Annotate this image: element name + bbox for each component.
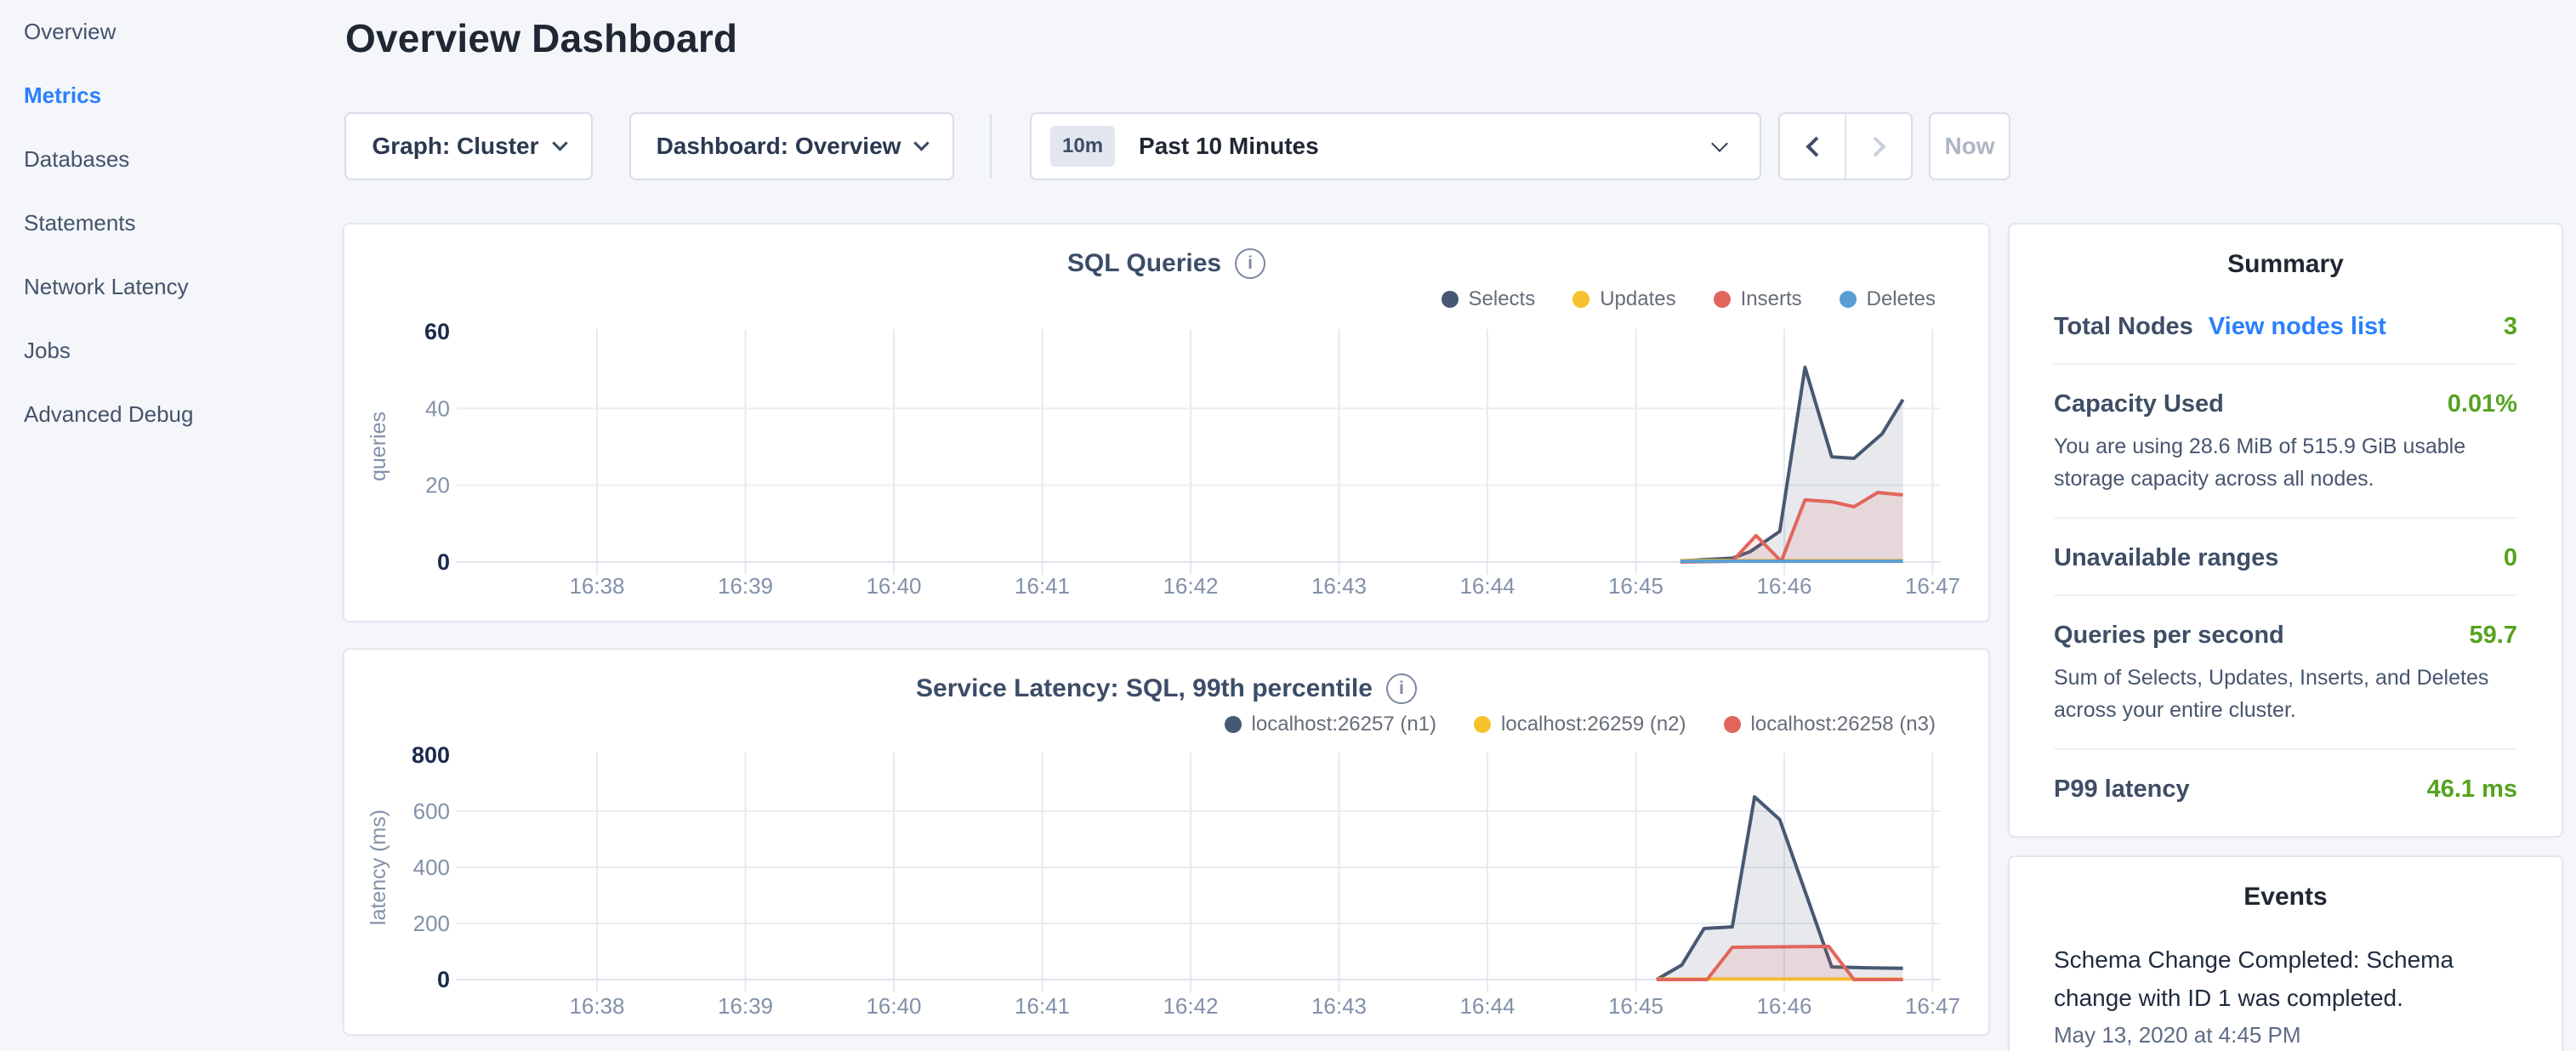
axis-label: 16:43 (1311, 993, 1367, 1019)
axis-label: 60 (424, 319, 450, 344)
summary-row: P99 latency 46.1 ms (2054, 750, 2517, 826)
axis-label: 16:41 (1015, 573, 1070, 599)
time-pager (1778, 112, 1913, 180)
axis-label: 16:44 (1459, 573, 1515, 599)
axis-label: 16:38 (569, 573, 624, 599)
axis-label: 16:39 (718, 573, 773, 599)
axis-label: 16:45 (1608, 573, 1663, 599)
axis-label: 400 (413, 855, 450, 880)
axis-label: 16:40 (866, 573, 921, 599)
summary-value: 59.7 (2470, 622, 2517, 650)
axis-label: latency (ms) (367, 810, 390, 925)
events-panel: Events Schema Change Completed: Schema c… (2008, 855, 2563, 1051)
axis-label: 16:41 (1015, 993, 1070, 1019)
summary-label: Queries per second (2054, 622, 2284, 650)
sidebar-item-overview[interactable]: Overview (0, 0, 340, 64)
next-window-button[interactable] (1845, 114, 1911, 179)
sidebar-item-databases[interactable]: Databases (0, 128, 340, 191)
summary-description: You are using 28.6 MiB of 515.9 GiB usab… (2054, 430, 2517, 495)
summary-value: 3 (2504, 313, 2517, 341)
sidebar-item-jobs[interactable]: Jobs (0, 319, 340, 383)
summary-value: 0.01% (2448, 390, 2517, 418)
axis-label: 16:40 (866, 993, 921, 1019)
event-list-item[interactable]: Schema Change Completed: Schema change w… (2054, 940, 2517, 1048)
service-latency-chart-card: Service Latency: SQL, 99th percentile i … (343, 648, 1990, 1036)
axis-label: 16:47 (1905, 573, 1960, 599)
controls-divider (990, 114, 992, 179)
chevron-right-icon (1865, 136, 1885, 156)
axis-label: 16:46 (1756, 573, 1811, 599)
dashboard-dropdown[interactable]: Dashboard: Overview (629, 112, 954, 180)
now-button[interactable]: Now (1929, 112, 2010, 180)
chevron-down-icon (552, 135, 567, 151)
sql-queries-chart-card: SQL Queries i SelectsUpdatesInsertsDelet… (343, 223, 1990, 622)
chevron-down-icon (1711, 135, 1728, 152)
axis-label: 16:46 (1756, 993, 1811, 1019)
axis-label: 800 (412, 742, 450, 768)
summary-label: Unavailable ranges (2054, 544, 2278, 572)
axis-label: 16:42 (1163, 993, 1218, 1019)
event-timestamp: May 13, 2020 at 4:45 PM (2054, 1022, 2517, 1048)
summary-label: Capacity Used (2054, 390, 2224, 418)
time-window-dropdown[interactable]: 10m Past 10 Minutes (1030, 112, 1761, 180)
service-latency-chart: 16:38 16:39 16:40 16:41 16:42 16:43 16:44 16:45… (344, 650, 1988, 1034)
axis-label: 16:39 (718, 993, 773, 1019)
left-nav: OverviewMetricsDatabasesStatementsNetwor… (0, 0, 340, 446)
dashboard-label: Dashboard: Overview (657, 133, 901, 160)
chevron-down-icon (914, 135, 930, 151)
event-text: Schema Change Completed: Schema change w… (2054, 940, 2517, 1017)
sidebar-item-network-latency[interactable]: Network Latency (0, 255, 340, 319)
axis-label: 200 (413, 911, 450, 936)
sidebar-item-advanced-debug[interactable]: Advanced Debug (0, 383, 340, 446)
summary-title: Summary (2010, 250, 2562, 279)
chevron-left-icon (1805, 136, 1826, 156)
summary-row: Capacity Used 0.01% You are using 28.6 MiB… (2054, 365, 2517, 519)
summary-label: Total Nodes (2054, 313, 2193, 341)
axis-label: 0 (437, 549, 450, 575)
axis-label: 20 (425, 473, 450, 498)
axis-label: 16:38 (569, 993, 624, 1019)
summary-label: P99 latency (2054, 775, 2190, 804)
axis-label: queries (367, 412, 390, 481)
summary-value: 0 (2504, 544, 2517, 572)
axis-label: 16:45 (1608, 993, 1663, 1019)
page-title: Overview Dashboard (345, 15, 737, 61)
sql-queries-chart: 16:38 16:39 16:40 16:41 16:42 16:43 16:44 16:45… (344, 224, 1988, 621)
axis-label: 40 (425, 395, 450, 421)
axis-label: 16:43 (1311, 573, 1367, 599)
graph-scope-dropdown[interactable]: Graph: Cluster (344, 112, 593, 180)
axis-label: 0 (437, 967, 450, 992)
axis-label: 600 (413, 798, 450, 824)
sidebar-item-statements[interactable]: Statements (0, 191, 340, 255)
summary-description: Sum of Selects, Updates, Inserts, and De… (2054, 662, 2517, 726)
view-nodes-list-link[interactable]: View nodes list (2209, 313, 2386, 341)
summary-value: 46.1 ms (2427, 775, 2517, 804)
events-title: Events (2010, 883, 2562, 912)
time-window-label: Past 10 Minutes (1139, 133, 1319, 160)
axis-label: 16:47 (1905, 993, 1960, 1019)
time-window-badge: 10m (1050, 126, 1115, 167)
graph-scope-label: Graph: Cluster (372, 133, 538, 160)
axis-label: 16:44 (1459, 993, 1515, 1019)
summary-row: Unavailable ranges 0 (2054, 519, 2517, 596)
sidebar-item-metrics[interactable]: Metrics (0, 64, 340, 128)
summary-panel: Summary Total Nodes View nodes list 3 Capac… (2008, 223, 2563, 838)
previous-window-button[interactable] (1780, 114, 1845, 179)
summary-row: Queries per second 59.7 Sum of Selects, Up… (2054, 596, 2517, 750)
summary-row: Total Nodes View nodes list 3 (2054, 287, 2517, 365)
axis-label: 16:42 (1163, 573, 1218, 599)
